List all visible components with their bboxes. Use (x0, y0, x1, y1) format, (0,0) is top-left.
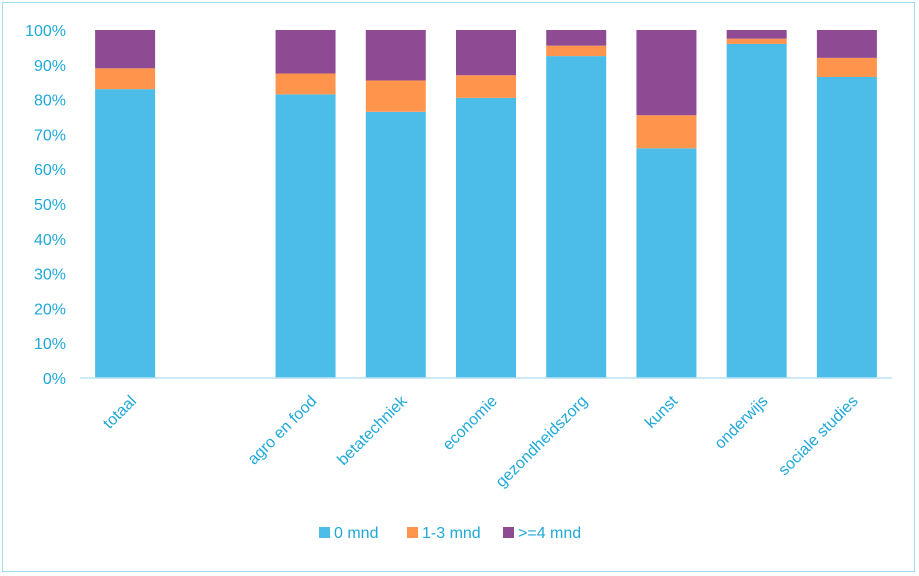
legend-label: >=4 mnd (518, 525, 581, 542)
bar-segment (816, 76, 877, 378)
y-tick-label: 0% (43, 371, 66, 388)
bar-segment (636, 30, 697, 116)
bar-segment (546, 56, 607, 378)
bar-segment (546, 45, 607, 57)
x-tick-label: economie (440, 393, 501, 454)
y-tick-label: 80% (34, 93, 66, 110)
x-tick-label: kunst (642, 392, 681, 431)
y-tick-label: 10% (34, 336, 66, 353)
y-tick-label: 50% (34, 197, 66, 214)
bar-segment (636, 115, 697, 149)
bar-segment (456, 30, 516, 76)
y-tick-label: 100% (25, 23, 66, 40)
bar-segment (275, 94, 336, 378)
bar-segment (95, 68, 156, 90)
y-tick-label: 40% (34, 232, 66, 249)
bar-segment (365, 80, 426, 112)
y-tick-label: 90% (34, 58, 66, 75)
x-tick-label: sociale studies (775, 393, 861, 479)
bar-segment (726, 43, 787, 379)
bar-segment (95, 89, 156, 378)
y-tick-label: 60% (34, 162, 66, 179)
y-tick-label: 70% (34, 127, 66, 144)
bar-segment (726, 30, 787, 39)
x-tick-label: betatechniek (334, 392, 411, 469)
legend-swatch (503, 527, 514, 538)
bar-segment (365, 30, 426, 81)
y-tick-label: 20% (34, 301, 66, 318)
bar-segment (816, 57, 877, 77)
bar-segment (275, 73, 336, 95)
bar-segment (456, 97, 516, 379)
bar-segment (456, 75, 516, 98)
legend-swatch (319, 527, 330, 538)
x-tick-label: totaal (100, 393, 140, 433)
bar-segment (636, 148, 697, 378)
x-tick-label: gezondheidszorg (493, 393, 591, 491)
bar-segment (816, 30, 877, 58)
legend-label: 0 mnd (334, 525, 378, 542)
bar-segment (365, 111, 426, 378)
y-tick-label: 30% (34, 267, 66, 284)
bar-segment (726, 38, 787, 44)
legend-swatch (407, 527, 418, 538)
x-tick-label: onderwijs (712, 393, 772, 453)
x-tick-label: agro en food (245, 393, 321, 469)
bar-segment (95, 30, 156, 69)
bar-segment (546, 30, 607, 46)
legend-label: 1-3 mnd (422, 525, 481, 542)
bar-segment (275, 30, 336, 74)
